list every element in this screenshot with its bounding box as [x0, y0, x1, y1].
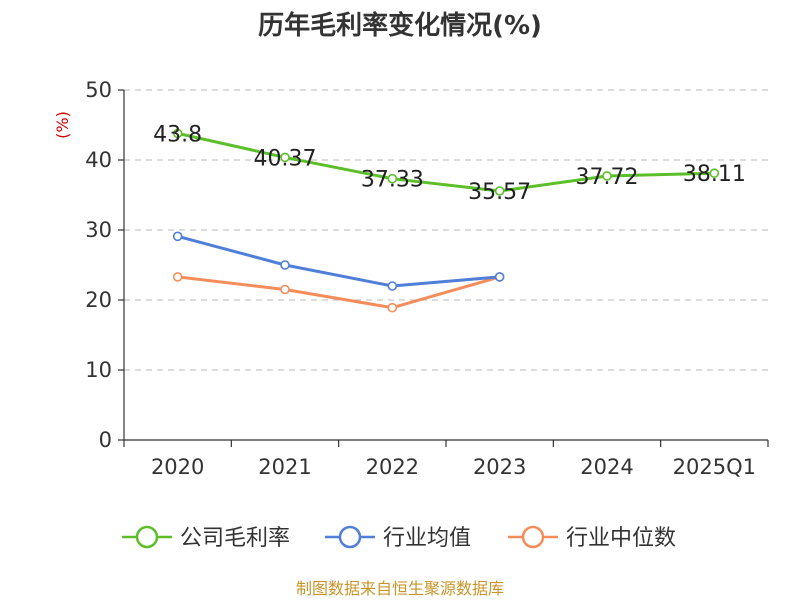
y-tick-label: 30: [85, 218, 112, 242]
y-tick-label: 10: [85, 358, 112, 382]
legend-label: 公司毛利率: [180, 526, 290, 551]
axes: 0 10 20 30 40 50 2020 2021 2022 2023 2024 2025Q1: [85, 78, 769, 479]
legend-label: 行业均值: [383, 526, 471, 551]
legend-item: 行业均值: [325, 525, 471, 551]
data-label: 43.8: [153, 122, 202, 147]
source-note: 制图数据来自恒生聚源数据库: [296, 579, 504, 598]
data-label: 38.11: [683, 162, 746, 187]
data-point: [494, 272, 505, 282]
data-label: 35.57: [468, 180, 531, 205]
data-label: 37.33: [361, 168, 424, 193]
chart-title: 历年毛利率变化情况(%): [258, 10, 542, 41]
legend-item: 行业中位数: [508, 525, 676, 551]
y-tick-label: 20: [85, 288, 112, 312]
data-point: [280, 260, 290, 270]
data-point: [280, 152, 290, 163]
grid-lines: [124, 89, 768, 371]
data-point: [172, 128, 183, 139]
y-tick-label: 0: [99, 428, 112, 452]
data-point: [172, 231, 183, 242]
data-point: [494, 186, 505, 196]
series-line-1: [176, 131, 716, 193]
x-tick-label: 2022: [366, 455, 419, 479]
data-point: [387, 302, 398, 313]
legend-label: 行业中位数: [566, 526, 676, 551]
y-tick-label: 40: [85, 148, 112, 172]
y-axis-unit: (%): [53, 111, 72, 139]
legend-marker-icon: [521, 525, 545, 549]
data-point: [387, 281, 398, 291]
data-label: 40.37: [254, 146, 317, 171]
y-tick-label: 50: [85, 78, 112, 102]
x-tick-label: 2020: [151, 455, 204, 479]
data-point: [280, 284, 290, 295]
data-point: [172, 272, 183, 282]
x-tick-label: 2023: [473, 455, 526, 479]
x-tick-label: 2021: [258, 455, 311, 479]
data-point: [387, 173, 398, 184]
legend-marker-icon: [135, 525, 159, 549]
legend-marker-icon: [338, 525, 362, 549]
x-tick-label: 2024: [580, 455, 633, 479]
legend-item: 公司毛利率: [122, 525, 290, 551]
data-point: [602, 171, 612, 181]
series-line-3: [176, 275, 502, 310]
series-layer: 43.8 40.37 37.33 35.57 37.72 38.11: [153, 122, 746, 313]
legend: 公司毛利率 行业均值 行业中位数: [122, 525, 676, 551]
data-label: 37.72: [576, 165, 639, 190]
data-point: [709, 168, 720, 179]
x-tick-label: 2025Q1: [673, 455, 756, 479]
series-line-2: [176, 234, 502, 288]
